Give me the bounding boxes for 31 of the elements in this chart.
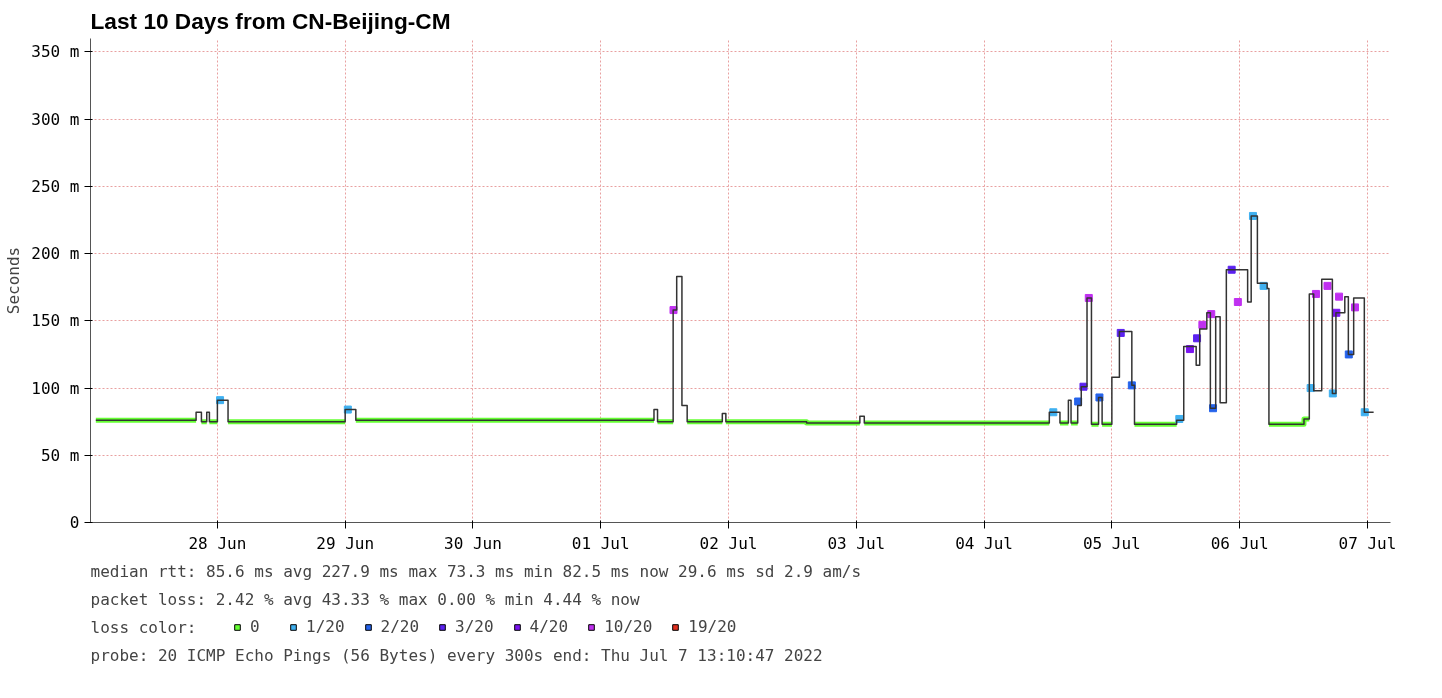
legend-label: 3/20 [455,617,494,636]
x-tick-label: 07 Jul [1338,533,1397,553]
y-tick-label: 150 m [31,311,80,331]
y-tick-label: 0 [69,513,80,532]
y-tick-label: 300 m [31,109,80,129]
x-tick-label: 29 Jun [316,533,375,553]
chart-title: Last 10 Days from CN-Beijing-CM [90,7,451,34]
legend-label: 4/20 [529,617,569,636]
x-tick-label: 06 Jul [1210,533,1269,553]
legend-label: 2/20 [380,617,420,636]
x-tick-label: 02 Jul [699,533,758,553]
legend-label: 0 [250,617,261,636]
y-axis-title: Seconds [4,246,24,315]
legend-title: loss color: [90,618,197,637]
x-tick-label: 28 Jun [188,533,247,553]
text: packet loss: 2.42 % avg 43.33 % max 0.00 % min 4.44 % now [90,590,640,609]
x-tick-label: 01 Jul [571,533,630,553]
text: probe: 20 ICMP Echo Pings (56 Bytes) every 300s end: Thu Jul 7 13:10:47 2022 [90,646,823,665]
legend-label: 1/20 [306,617,345,636]
text: median rtt: 85.6 ms avg 227.9 ms max 73.3 ms min 82.5 ms now 29.6 ms sd 2.9 am/s [90,562,862,581]
x-tick-label: 04 Jul [955,533,1013,553]
x-tick-label: 30 Jun [444,533,502,553]
y-tick-label: 250 m [31,176,80,196]
x-tick-label: 03 Jul [827,533,886,553]
x-tick-label: 05 Jul [1082,533,1141,553]
legend-label: 19/20 [688,617,737,636]
y-tick-label: 100 m [31,378,80,398]
y-tick-label: 350 m [31,42,80,62]
legend-label: 10/20 [604,617,653,636]
y-tick-label: 200 m [31,244,80,264]
y-tick-label: 50 m [40,445,80,465]
